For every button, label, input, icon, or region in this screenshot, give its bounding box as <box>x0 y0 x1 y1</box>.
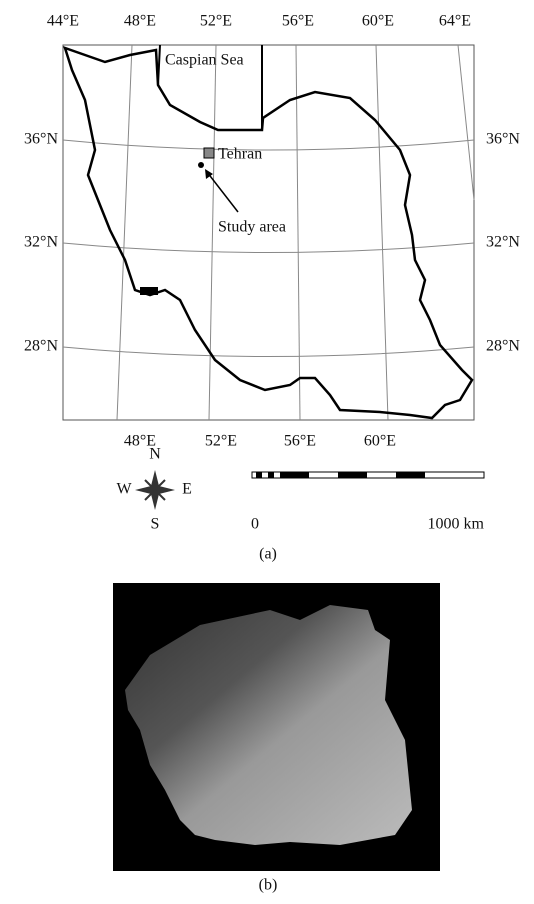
figure: Caspian Sea Tehran Study area N E S W 0 … <box>0 0 534 899</box>
lake <box>140 287 158 295</box>
top-lon-label: 48°E <box>124 13 156 30</box>
top-lon-label: 44°E <box>47 13 79 30</box>
compass <box>135 470 175 510</box>
left-lat-label: 28°N <box>24 338 58 355</box>
bottom-lon-label: 56°E <box>284 433 316 450</box>
arrow <box>207 172 238 212</box>
compass-w: W <box>116 481 132 498</box>
bottom-lon-label: 60°E <box>364 433 396 450</box>
city-label: Tehran <box>218 146 262 163</box>
scale-end: 1000 km <box>428 516 485 533</box>
study-label: Study area <box>218 219 286 236</box>
left-lat-label: 36°N <box>24 131 58 148</box>
left-lat-label: 32°N <box>24 234 58 251</box>
tehran-marker <box>204 148 214 158</box>
top-lon-label: 52°E <box>200 13 232 30</box>
study-marker <box>198 162 204 168</box>
scale-bar <box>252 472 484 478</box>
bottom-lon-label: 48°E <box>124 433 156 450</box>
top-lon-label: 64°E <box>439 13 471 30</box>
compass-e: E <box>182 481 192 498</box>
right-lat-label: 32°N <box>486 234 520 251</box>
caption-b: (b) <box>259 877 278 894</box>
right-lat-label: 36°N <box>486 131 520 148</box>
bottom-lon-label: 52°E <box>205 433 237 450</box>
caption-a: (a) <box>259 546 277 563</box>
top-lon-label: 56°E <box>282 13 314 30</box>
scale-start: 0 <box>251 516 259 533</box>
right-lat-label: 28°N <box>486 338 520 355</box>
sea-label: Caspian Sea <box>165 52 244 69</box>
top-lon-label: 60°E <box>362 13 394 30</box>
compass-s: S <box>151 516 160 533</box>
